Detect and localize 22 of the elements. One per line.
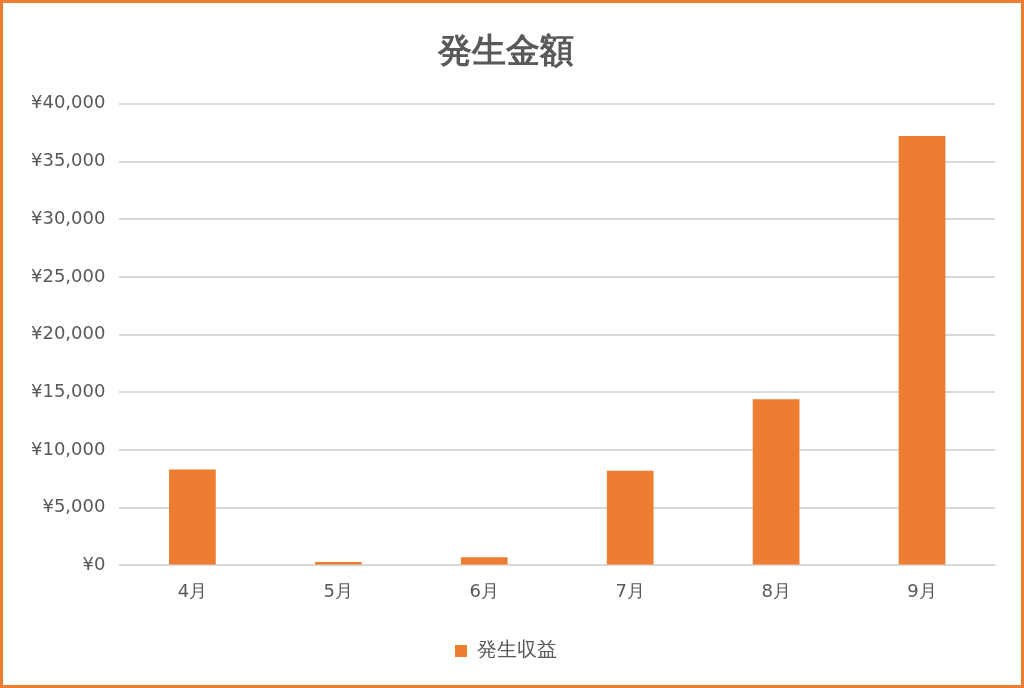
x-tick-label: 9月 <box>907 579 937 601</box>
bar <box>169 469 216 565</box>
bar <box>752 399 800 565</box>
y-tick-label: ¥20,000 <box>31 322 106 344</box>
y-tick-label: ¥10,000 <box>31 437 106 459</box>
bar <box>606 470 654 565</box>
x-tick-label: 6月 <box>469 579 499 601</box>
x-tick-label: 5月 <box>323 579 354 601</box>
y-tick-label: ¥25,000 <box>31 264 106 286</box>
bar <box>898 136 946 565</box>
legend-label: 発生収益 <box>477 637 557 662</box>
x-tick-label: 7月 <box>615 579 645 601</box>
y-tick-label: ¥40,000 <box>31 91 106 113</box>
y-tick-label: ¥0 <box>82 553 106 575</box>
x-tick-label: 4月 <box>177 579 208 601</box>
y-tick-label: ¥30,000 <box>31 206 106 228</box>
x-tick-label: 8月 <box>761 579 791 601</box>
y-tick-label: ¥15,000 <box>31 379 106 401</box>
chart-title: 発生金額 <box>437 30 574 71</box>
y-tick-label: ¥35,000 <box>31 149 106 171</box>
bar <box>460 557 508 565</box>
y-tick-label: ¥5,000 <box>42 495 106 517</box>
